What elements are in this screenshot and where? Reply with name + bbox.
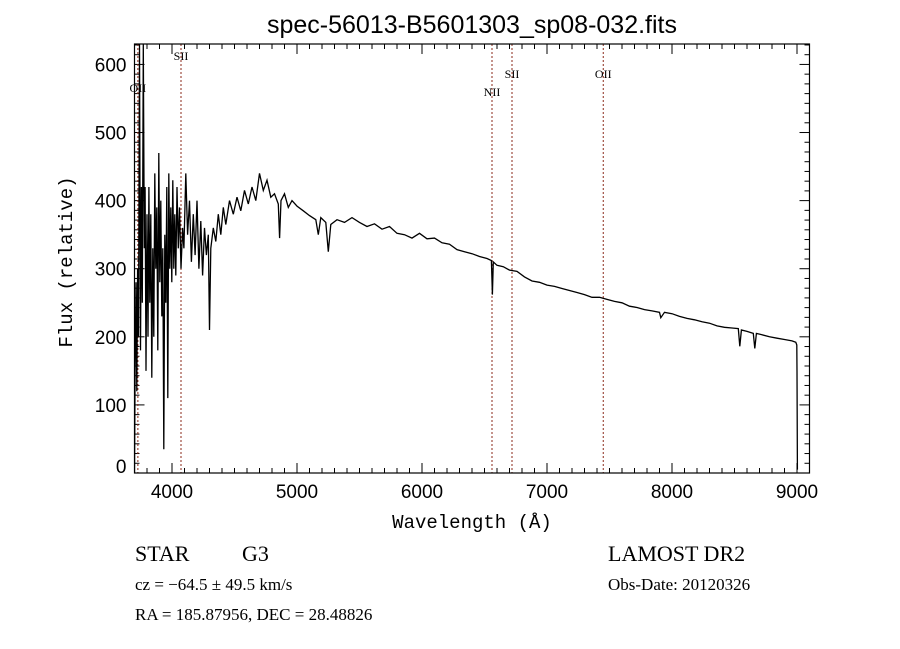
- y-tick-label: 0: [116, 457, 127, 478]
- object-subclass: G3: [242, 541, 269, 566]
- x-axis-title: Wavelength (Å): [392, 512, 552, 534]
- survey-label: LAMOST DR2: [608, 541, 745, 566]
- y-tick-label: 300: [95, 260, 127, 281]
- emission-line-label: SII: [505, 67, 520, 81]
- x-tick-label: 5000: [276, 482, 318, 503]
- y-tick-label: 200: [95, 328, 127, 349]
- emission-line-label: OII: [595, 67, 612, 81]
- y-tick-label: 400: [95, 192, 127, 213]
- x-tick-label: 6000: [401, 482, 443, 503]
- y-axis-title: Flux (relative): [56, 176, 78, 347]
- x-tick-label: 7000: [526, 482, 568, 503]
- emission-line-label: NII: [484, 85, 501, 99]
- emission-line-label: SII: [174, 49, 189, 63]
- spectrum-line: [134, 44, 799, 473]
- object-class: STAR: [135, 541, 190, 566]
- x-tick-label: 8000: [651, 482, 693, 503]
- x-tick-label: 9000: [776, 482, 818, 503]
- redshift-text: cz = −64.5 ± 49.5 km/s: [135, 575, 292, 594]
- emission-line-label: OII: [130, 81, 147, 95]
- chart-title: spec-56013-B5601303_sp08-032.fits: [267, 11, 677, 39]
- plot-frame: [133, 43, 811, 474]
- y-tick-label: 600: [95, 55, 127, 76]
- obs-date-text: Obs-Date: 20120326: [608, 575, 750, 594]
- x-tick-label: 4000: [151, 482, 193, 503]
- coords-text: RA = 185.87956, DEC = 28.48826: [135, 605, 372, 624]
- y-tick-label: 100: [95, 396, 127, 417]
- y-tick-label: 500: [95, 124, 127, 145]
